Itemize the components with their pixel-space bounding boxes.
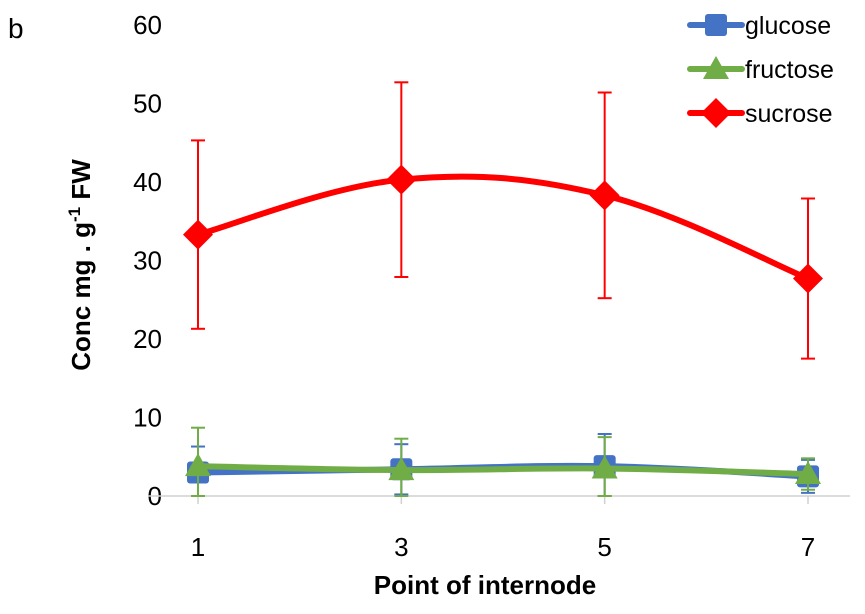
x-axis-ticks: 1 3 5 7 xyxy=(191,496,815,562)
data-point-marker xyxy=(386,164,417,195)
legend-item-fructose: fructose xyxy=(687,56,834,84)
series-layer xyxy=(183,81,823,497)
y-tick-label: 20 xyxy=(133,324,162,354)
legend: glucose fructose sucrose xyxy=(687,12,834,128)
x-tick-label: 3 xyxy=(394,532,408,562)
legend-label: sucrose xyxy=(745,100,833,128)
y-axis-title: Conc mg . g-1 FW xyxy=(65,159,96,371)
x-tick-label: 7 xyxy=(801,532,815,562)
panel-label: b xyxy=(8,13,24,44)
y-tick-label: 30 xyxy=(133,246,162,276)
series-sucrose xyxy=(183,81,823,360)
x-tick-label: 1 xyxy=(191,532,205,562)
legend-label: glucose xyxy=(745,12,831,40)
legend-item-sucrose: sucrose xyxy=(687,98,833,128)
x-tick-label: 5 xyxy=(597,532,611,562)
data-point-marker xyxy=(185,453,211,477)
data-point-marker xyxy=(591,455,618,479)
series-fructose xyxy=(185,426,821,497)
y-tick-label: 40 xyxy=(133,167,162,197)
legend-swatch-marker xyxy=(703,56,729,79)
legend-item-glucose: glucose xyxy=(687,12,831,40)
y-tick-label: 10 xyxy=(133,403,162,433)
legend-swatch-marker xyxy=(705,14,727,36)
data-point-marker xyxy=(795,461,821,485)
legend-swatch-marker xyxy=(701,98,731,128)
y-axis-title-superscript: -1 xyxy=(65,207,84,222)
y-tick-label: 60 xyxy=(133,10,162,40)
data-point-marker xyxy=(793,263,823,294)
y-tick-label: 50 xyxy=(133,89,162,119)
data-point-marker xyxy=(388,457,415,481)
data-point-marker xyxy=(589,180,620,211)
x-axis-title: Point of internode xyxy=(374,570,596,600)
legend-label: fructose xyxy=(745,56,834,84)
series-line xyxy=(195,463,811,478)
data-point-marker xyxy=(183,219,213,250)
series-line xyxy=(195,173,811,282)
series-glucose xyxy=(187,432,819,497)
y-axis-title-main: Conc mg . g xyxy=(66,222,96,371)
y-axis-title-tail: FW xyxy=(66,159,96,207)
